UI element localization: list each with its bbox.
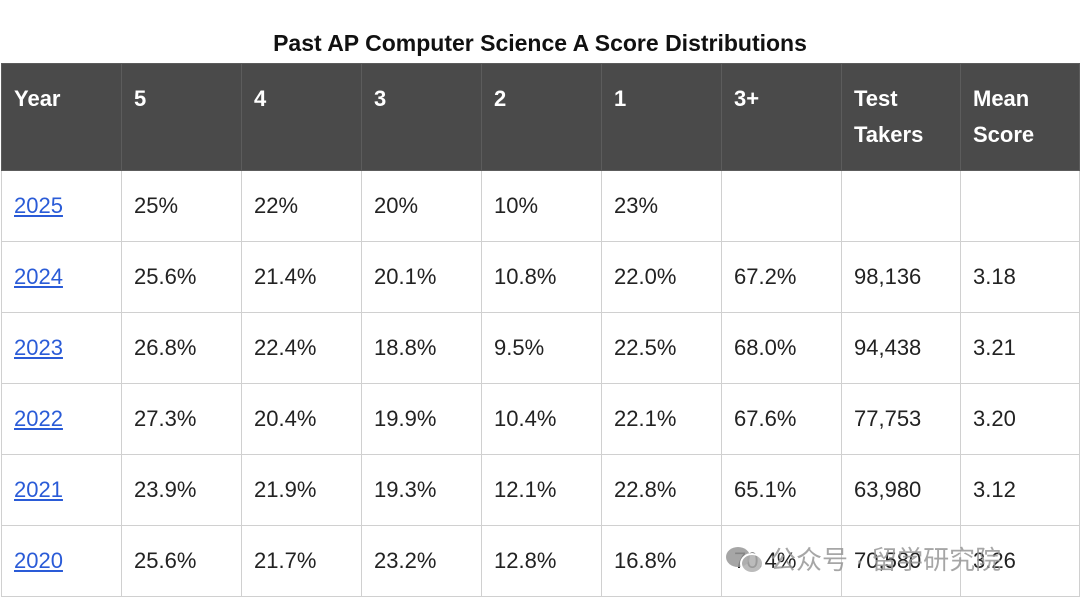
table-body: 2025 25% 22% 20% 10% 23% 2024 25.6% 21.4% 20.1% 10… bbox=[1, 170, 1080, 597]
table-cell: 3.21 bbox=[960, 312, 1080, 384]
column-header: 4 bbox=[241, 63, 362, 171]
column-header: Test Takers bbox=[841, 63, 961, 171]
table-cell: 94,438 bbox=[841, 312, 961, 384]
table-cell: 22% bbox=[241, 170, 362, 242]
table-row: 2025 25% 22% 20% 10% 23% bbox=[1, 170, 1080, 242]
table-cell: 21.9% bbox=[241, 454, 362, 526]
table-cell bbox=[841, 170, 961, 242]
table-cell: 26.8% bbox=[121, 312, 242, 384]
table-cell: 23.9% bbox=[121, 454, 242, 526]
table-cell: 70,580 bbox=[841, 525, 961, 597]
table-cell: 10% bbox=[481, 170, 602, 242]
year-cell: 2021 bbox=[1, 454, 122, 526]
table-cell: 10.8% bbox=[481, 241, 602, 313]
table-cell: 22.5% bbox=[601, 312, 722, 384]
table-row: 2021 23.9% 21.9% 19.3% 12.1% 22.8% 65.1% 63,980… bbox=[1, 454, 1080, 526]
table-row: 2020 25.6% 21.7% 23.2% 12.8% 16.8% 70.4% 70,580… bbox=[1, 525, 1080, 597]
table-row: 2022 27.3% 20.4% 19.9% 10.4% 22.1% 67.6% 77,753… bbox=[1, 383, 1080, 455]
table-cell: 25% bbox=[121, 170, 242, 242]
table-cell: 18.8% bbox=[361, 312, 482, 384]
table-cell: 16.8% bbox=[601, 525, 722, 597]
column-header: Mean Score bbox=[960, 63, 1080, 171]
table-cell: 22.8% bbox=[601, 454, 722, 526]
table-cell: 23.2% bbox=[361, 525, 482, 597]
table-cell: 21.7% bbox=[241, 525, 362, 597]
table-cell: 3.12 bbox=[960, 454, 1080, 526]
table-cell: 9.5% bbox=[481, 312, 602, 384]
header-row: Year 5 4 3 2 1 3+ Test Takers Mean Score bbox=[1, 63, 1080, 171]
table-cell: 3.18 bbox=[960, 241, 1080, 313]
year-link[interactable]: 2023 bbox=[14, 335, 63, 360]
table-cell: 3.20 bbox=[960, 383, 1080, 455]
column-header: Year bbox=[1, 63, 122, 171]
year-link[interactable]: 2022 bbox=[14, 406, 63, 431]
year-cell: 2023 bbox=[1, 312, 122, 384]
year-link[interactable]: 2025 bbox=[14, 193, 63, 218]
year-link[interactable]: 2020 bbox=[14, 548, 63, 573]
year-cell: 2022 bbox=[1, 383, 122, 455]
table-cell: 70.4% bbox=[721, 525, 842, 597]
table-cell: 3.26 bbox=[960, 525, 1080, 597]
table-cell: 10.4% bbox=[481, 383, 602, 455]
score-distribution-table: Year 5 4 3 2 1 3+ Test Takers Mean Score 2025 25%… bbox=[1, 63, 1080, 597]
table-cell: 27.3% bbox=[121, 383, 242, 455]
table-cell: 25.6% bbox=[121, 525, 242, 597]
table-cell: 12.8% bbox=[481, 525, 602, 597]
year-link[interactable]: 2024 bbox=[14, 264, 63, 289]
table-cell: 23% bbox=[601, 170, 722, 242]
column-header: 2 bbox=[481, 63, 602, 171]
table-cell: 65.1% bbox=[721, 454, 842, 526]
table-cell: 98,136 bbox=[841, 241, 961, 313]
column-header: 3 bbox=[361, 63, 482, 171]
table-cell: 21.4% bbox=[241, 241, 362, 313]
table-cell: 22.4% bbox=[241, 312, 362, 384]
table-row: 2024 25.6% 21.4% 20.1% 10.8% 22.0% 67.2% 98,136… bbox=[1, 241, 1080, 313]
table-cell: 12.1% bbox=[481, 454, 602, 526]
column-header: 3+ bbox=[721, 63, 842, 171]
table-cell: 19.3% bbox=[361, 454, 482, 526]
table-title: Past AP Computer Science A Score Distrib… bbox=[273, 30, 807, 56]
column-header: 1 bbox=[601, 63, 722, 171]
year-link[interactable]: 2021 bbox=[14, 477, 63, 502]
column-header: 5 bbox=[121, 63, 242, 171]
table-cell: 22.0% bbox=[601, 241, 722, 313]
table-cell bbox=[960, 170, 1080, 242]
table-cell: 20.1% bbox=[361, 241, 482, 313]
year-cell: 2025 bbox=[1, 170, 122, 242]
table-cell: 19.9% bbox=[361, 383, 482, 455]
table-cell: 68.0% bbox=[721, 312, 842, 384]
table-cell: 22.1% bbox=[601, 383, 722, 455]
table-cell: 63,980 bbox=[841, 454, 961, 526]
table-cell: 77,753 bbox=[841, 383, 961, 455]
table-header: Year 5 4 3 2 1 3+ Test Takers Mean Score bbox=[1, 63, 1080, 171]
year-cell: 2024 bbox=[1, 241, 122, 313]
table-row: 2023 26.8% 22.4% 18.8% 9.5% 22.5% 68.0% 94,438 3… bbox=[1, 312, 1080, 384]
table-cell: 20.4% bbox=[241, 383, 362, 455]
table-cell: 20% bbox=[361, 170, 482, 242]
year-cell: 2020 bbox=[1, 525, 122, 597]
table-cell bbox=[721, 170, 842, 242]
table-cell: 25.6% bbox=[121, 241, 242, 313]
table-cell: 67.6% bbox=[721, 383, 842, 455]
table-cell: 67.2% bbox=[721, 241, 842, 313]
